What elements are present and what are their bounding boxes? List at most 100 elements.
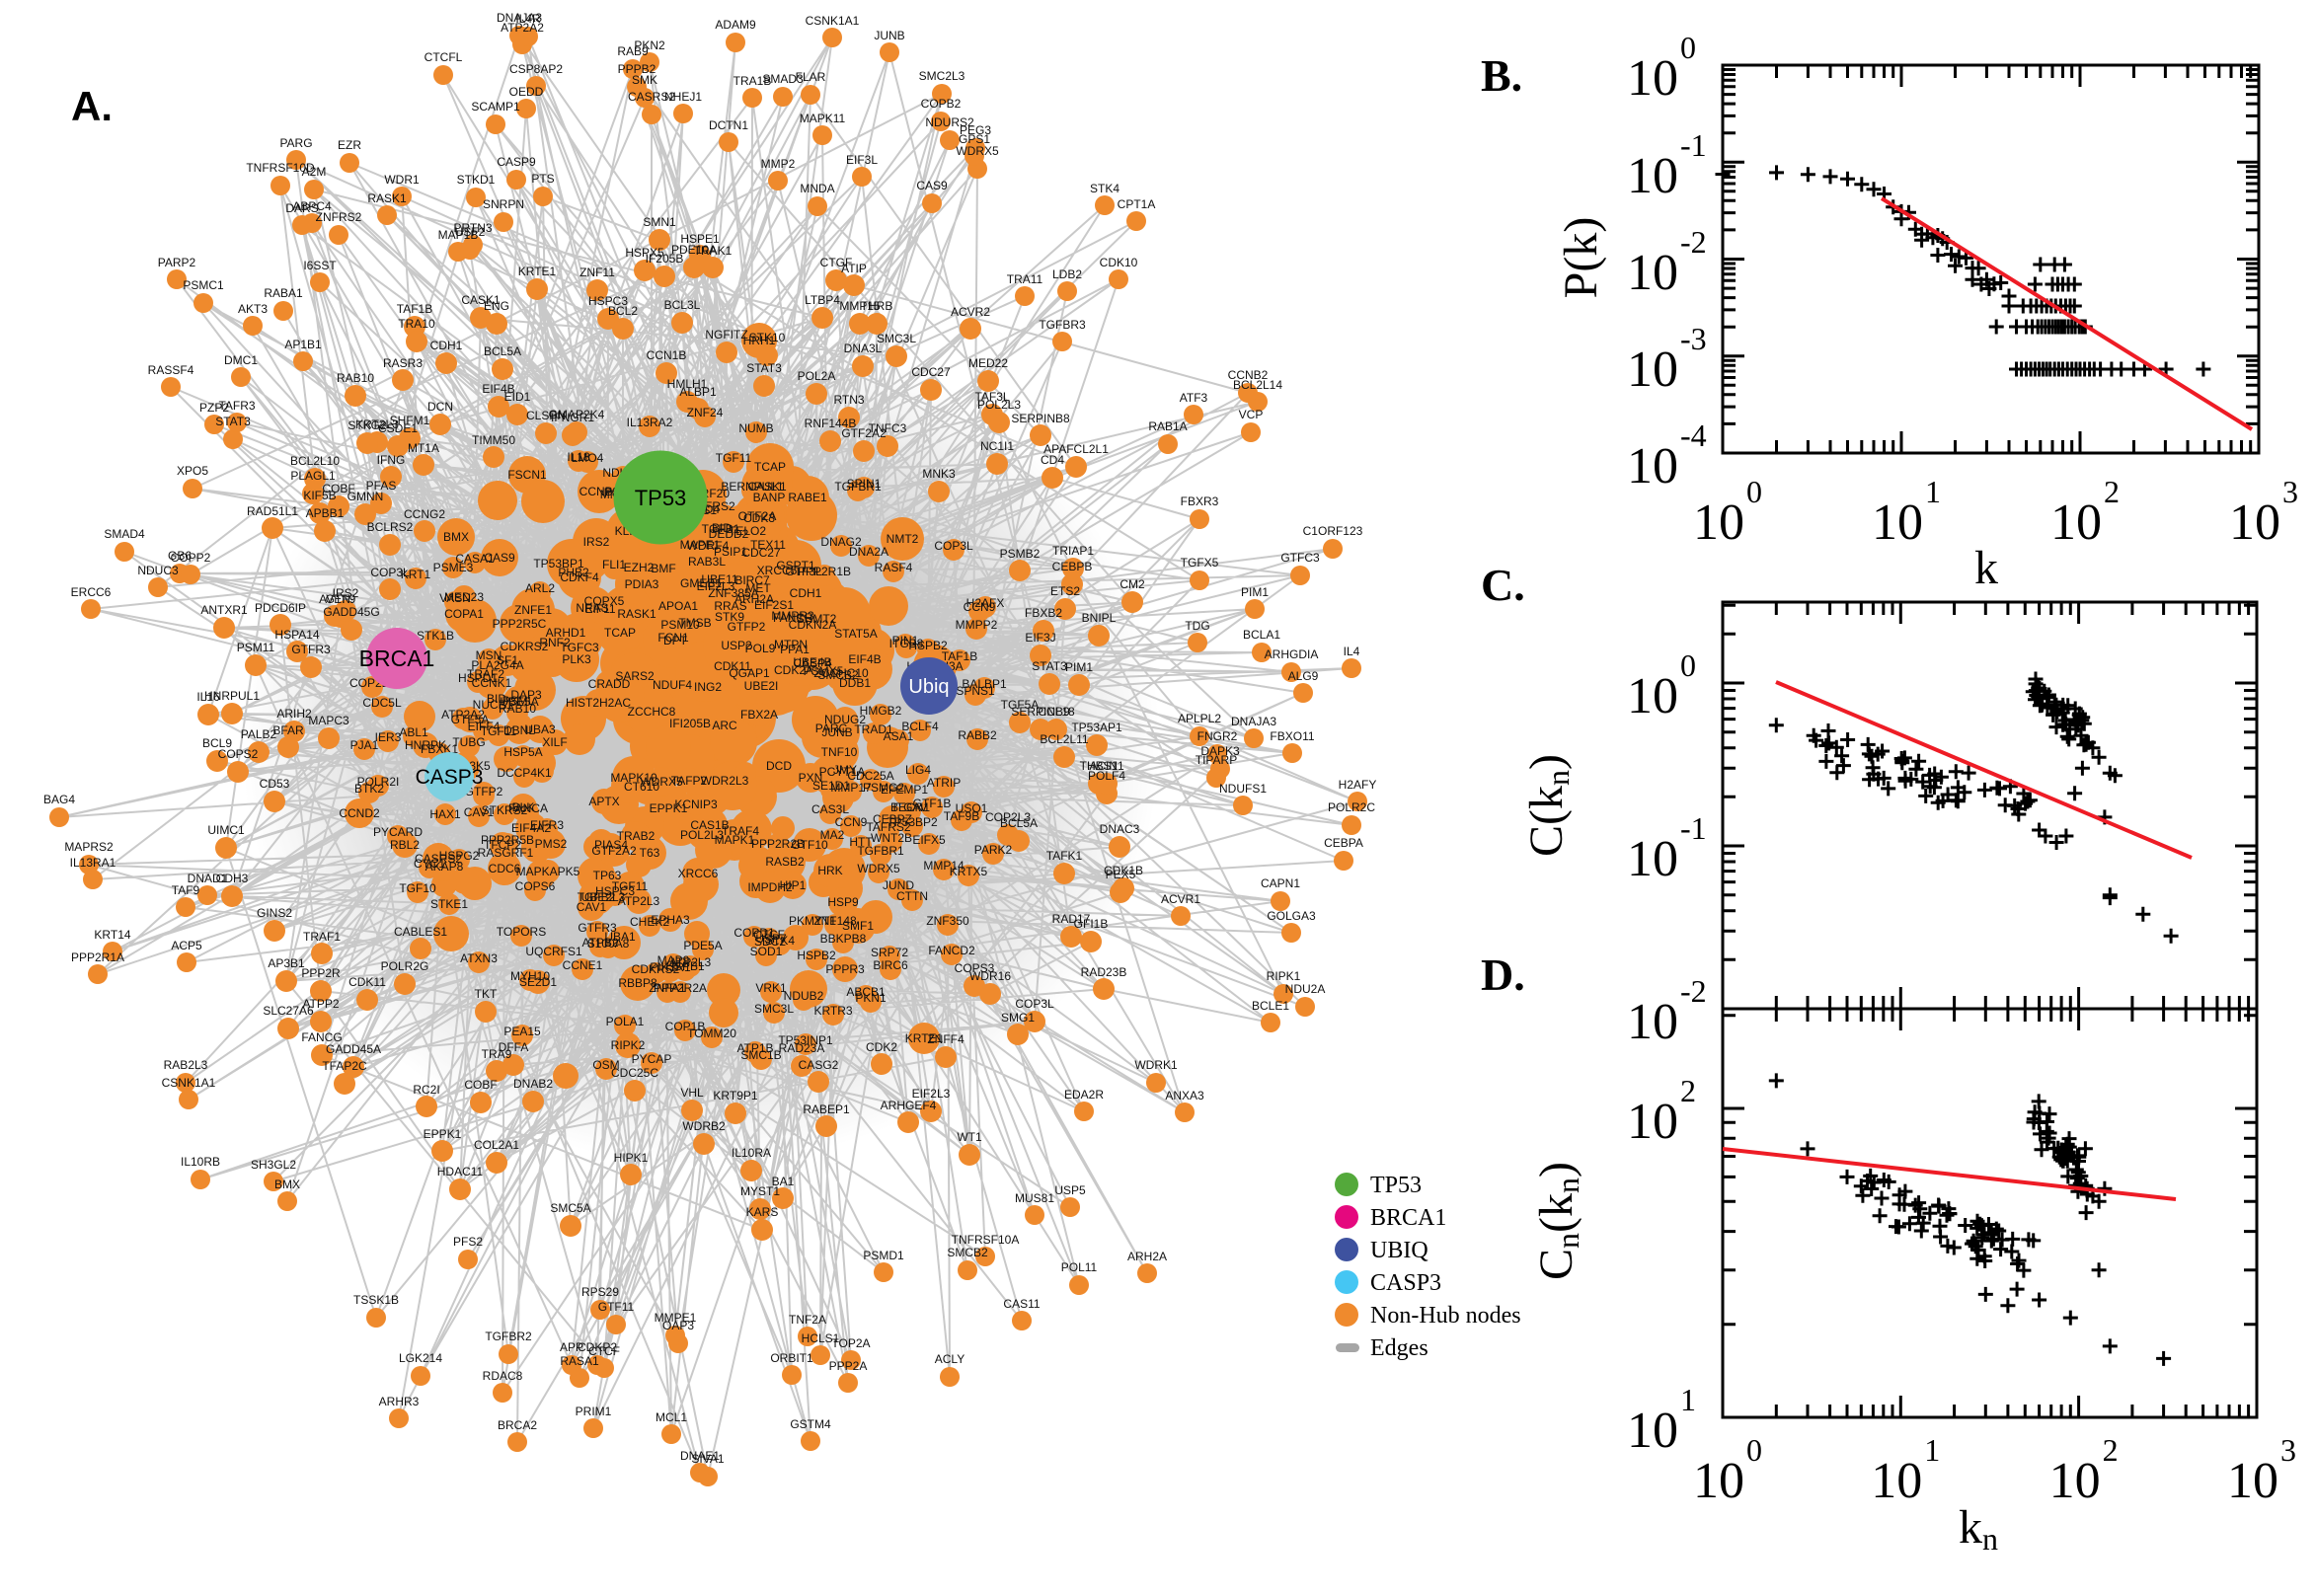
svg-text:ZNFRS2: ZNFRS2 <box>316 210 362 224</box>
svg-text:BIRC7: BIRC7 <box>734 573 770 587</box>
svg-text:DAPK3: DAPK3 <box>1200 744 1240 758</box>
svg-text:CAS9: CAS9 <box>916 179 948 192</box>
svg-text:PKN1: PKN1 <box>855 991 887 1005</box>
svg-text:2: 2 <box>1680 1073 1696 1108</box>
svg-text:10: 10 <box>1627 668 1678 724</box>
svg-text:HIST2H2AC: HIST2H2AC <box>566 696 631 710</box>
svg-text:TRAD1: TRAD1 <box>854 722 893 736</box>
svg-text:RAD23A: RAD23A <box>779 1041 825 1055</box>
svg-text:AP1B1: AP1B1 <box>284 338 322 351</box>
svg-text:IFNGR1: IFNGR1 <box>551 411 594 424</box>
svg-text:PSMC1: PSMC1 <box>183 278 224 292</box>
svg-text:PIN1: PIN1 <box>892 634 919 647</box>
svg-text:SERPINB9: SERPINB9 <box>1011 705 1070 719</box>
svg-text:COBF: COBF <box>464 1078 497 1092</box>
svg-text:TRAF1: TRAF1 <box>303 930 341 944</box>
svg-text:NDURS2: NDURS2 <box>925 115 974 129</box>
svg-text:2: 2 <box>2104 474 2120 509</box>
svg-text:B.: B. <box>1481 50 1522 101</box>
svg-text:CDK1B: CDK1B <box>1104 864 1143 877</box>
svg-text:OSM: OSM <box>592 1058 619 1072</box>
svg-text:PZP2: PZP2 <box>199 401 229 415</box>
svg-text:CCN9: CCN9 <box>835 815 868 829</box>
svg-text:DNAD1: DNAD1 <box>188 872 228 885</box>
svg-text:ZNF385A: ZNF385A <box>708 586 758 600</box>
svg-text:EIF3J: EIF3J <box>1025 631 1055 645</box>
svg-text:MAPRS2: MAPRS2 <box>64 840 114 854</box>
svg-text:SE2D1: SE2D1 <box>519 975 557 989</box>
svg-text:PPPB2: PPPB2 <box>618 62 656 76</box>
svg-text:BCL2L11: BCL2L11 <box>1040 732 1088 746</box>
svg-text:TNFC3: TNFC3 <box>869 421 907 435</box>
svg-text:ADAM9: ADAM9 <box>715 18 756 32</box>
svg-text:SPIN1: SPIN1 <box>847 477 882 491</box>
svg-text:PPA1: PPA1 <box>780 643 810 656</box>
svg-text:DNA2A: DNA2A <box>849 545 888 559</box>
svg-text:COPS2: COPS2 <box>218 747 259 761</box>
svg-text:CCNE1: CCNE1 <box>563 958 603 972</box>
svg-text:CLSPN: CLSPN <box>526 409 566 422</box>
svg-text:HTT: HTT <box>849 835 873 849</box>
svg-text:2: 2 <box>2103 1432 2119 1468</box>
svg-text:COPP2: COPP2 <box>171 551 211 565</box>
svg-text:JMY: JMY <box>833 763 857 777</box>
svg-text:BMX: BMX <box>274 1178 300 1191</box>
svg-text:MMPR3: MMPR3 <box>771 609 814 623</box>
svg-text:IL4R: IL4R <box>515 12 541 26</box>
svg-text:PPPR3: PPPR3 <box>825 962 865 976</box>
svg-text:PIM1: PIM1 <box>1065 660 1093 674</box>
svg-text:DDB1: DDB1 <box>839 676 871 690</box>
svg-text:QGAP1: QGAP1 <box>729 666 770 680</box>
svg-text:CAS9: CAS9 <box>484 551 515 565</box>
svg-text:IER3: IER3 <box>375 730 402 744</box>
svg-text:EZR: EZR <box>338 138 361 152</box>
svg-text:NC1I1: NC1I1 <box>980 439 1014 453</box>
svg-text:CCN9: CCN9 <box>964 600 996 614</box>
svg-text:DMC1: DMC1 <box>224 353 258 367</box>
svg-text:BANP: BANP <box>753 491 786 504</box>
svg-text:10: 10 <box>2229 494 2280 551</box>
svg-text:BLK: BLK <box>512 800 535 814</box>
svg-text:PARG: PARG <box>279 136 312 150</box>
svg-text:PEX5: PEX5 <box>1106 868 1136 881</box>
svg-text:FANCD2: FANCD2 <box>928 944 975 957</box>
svg-text:UBA3: UBA3 <box>524 722 556 736</box>
svg-text:BCL2: BCL2 <box>608 304 638 318</box>
svg-text:KRT9P1: KRT9P1 <box>713 1089 757 1102</box>
svg-text:ZNF148: ZNF148 <box>813 914 857 928</box>
svg-text:NDUG2: NDUG2 <box>824 713 866 726</box>
svg-text:STKE1: STKE1 <box>430 897 468 911</box>
svg-text:CEBPB: CEBPB <box>1052 560 1093 573</box>
svg-text:POL2A: POL2A <box>798 369 836 383</box>
svg-text:TRIAP1: TRIAP1 <box>1052 544 1094 558</box>
svg-text:EIF11: EIF11 <box>584 602 615 616</box>
svg-text:RIPK2: RIPK2 <box>611 1038 646 1052</box>
svg-text:TP53INP1: TP53INP1 <box>778 1033 833 1047</box>
svg-text:POL11: POL11 <box>1061 1260 1098 1274</box>
svg-text:COBF: COBF <box>322 482 354 495</box>
svg-text:D.: D. <box>1481 950 1525 1000</box>
svg-text:HSPE1: HSPE1 <box>680 232 720 246</box>
svg-text:TP53BP1: TP53BP1 <box>533 557 584 570</box>
svg-text:WDRF4: WDRF4 <box>687 539 730 553</box>
svg-text:HCLS1: HCLS1 <box>802 1331 840 1345</box>
svg-text:WT1: WT1 <box>957 1130 982 1144</box>
svg-text:PRIM1: PRIM1 <box>576 1405 612 1418</box>
svg-text:ATPP2: ATPP2 <box>302 997 339 1011</box>
svg-text:PSMX5: PSMX5 <box>804 664 844 678</box>
svg-text:PSMD1: PSMD1 <box>863 1249 904 1262</box>
svg-text:IL4: IL4 <box>1344 645 1360 658</box>
svg-text:CTTN: CTTN <box>896 889 928 903</box>
svg-text:RAB10: RAB10 <box>499 702 536 716</box>
svg-text:BA1: BA1 <box>772 1175 795 1188</box>
svg-text:STAT3: STAT3 <box>1032 659 1067 673</box>
svg-text:10: 10 <box>1627 148 1678 204</box>
svg-text:BCL9: BCL9 <box>202 736 232 750</box>
svg-text:TAFR3: TAFR3 <box>218 399 255 413</box>
svg-text:GTF5A: GTF5A <box>451 713 490 726</box>
svg-text:BECN1: BECN1 <box>890 800 930 814</box>
svg-text:POL9: POL9 <box>745 642 776 655</box>
svg-text:CASP3: CASP3 <box>1370 1270 1441 1296</box>
svg-text:SMC3L: SMC3L <box>877 332 916 345</box>
svg-text:VCP: VCP <box>1239 408 1264 421</box>
